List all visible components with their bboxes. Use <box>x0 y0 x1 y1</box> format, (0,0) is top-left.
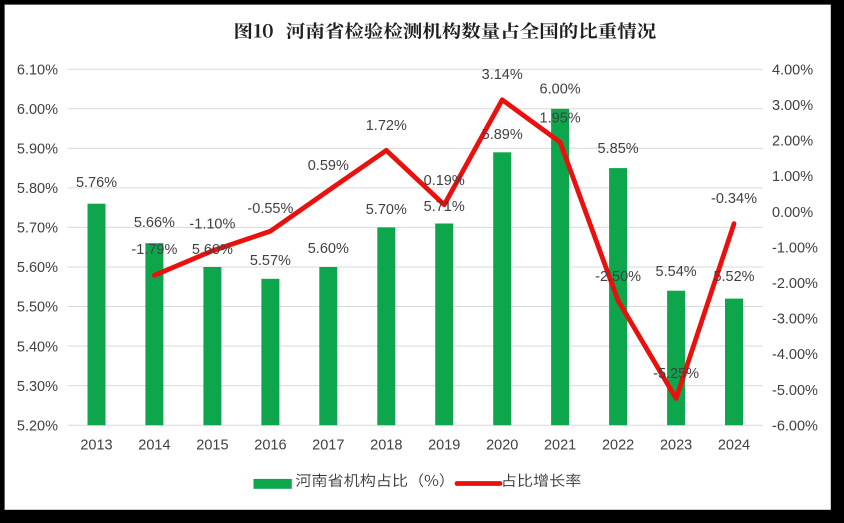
svg-text:-1.00%: -1.00% <box>772 240 818 256</box>
svg-text:2018: 2018 <box>370 438 402 454</box>
svg-text:6.00%: 6.00% <box>540 81 581 97</box>
svg-text:2017: 2017 <box>312 438 344 454</box>
svg-text:5.20%: 5.20% <box>17 418 58 434</box>
svg-text:0.59%: 0.59% <box>308 158 349 174</box>
svg-text:-6.00%: -6.00% <box>772 418 818 434</box>
svg-text:5.85%: 5.85% <box>598 141 639 157</box>
svg-text:-1.79%: -1.79% <box>131 242 177 258</box>
svg-text:2016: 2016 <box>254 438 286 454</box>
svg-text:0.00%: 0.00% <box>772 205 813 221</box>
svg-text:5.54%: 5.54% <box>656 264 697 280</box>
svg-text:5.70%: 5.70% <box>366 202 407 218</box>
svg-text:1.00%: 1.00% <box>772 169 813 185</box>
svg-text:3.00%: 3.00% <box>772 98 813 114</box>
svg-text:2020: 2020 <box>486 438 518 454</box>
svg-text:6.00%: 6.00% <box>17 102 58 118</box>
svg-text:5.71%: 5.71% <box>424 199 465 215</box>
svg-text:5.89%: 5.89% <box>482 127 523 143</box>
svg-text:-4.00%: -4.00% <box>772 347 818 363</box>
svg-text:-2.00%: -2.00% <box>772 276 818 292</box>
svg-text:-3.00%: -3.00% <box>772 312 818 328</box>
svg-text:-5.00%: -5.00% <box>772 383 818 399</box>
svg-text:5.76%: 5.76% <box>76 175 117 191</box>
svg-text:-1.10%: -1.10% <box>189 217 235 233</box>
svg-text:-2.50%: -2.50% <box>595 269 641 285</box>
svg-text:5.40%: 5.40% <box>17 339 58 355</box>
svg-text:1.95%: 1.95% <box>540 110 581 126</box>
svg-text:2023: 2023 <box>660 438 692 454</box>
svg-text:5.30%: 5.30% <box>17 379 58 395</box>
svg-text:6.10%: 6.10% <box>17 62 58 78</box>
svg-text:0.19%: 0.19% <box>424 173 465 189</box>
svg-text:2022: 2022 <box>602 438 634 454</box>
svg-text:-0.34%: -0.34% <box>711 191 757 207</box>
svg-text:5.52%: 5.52% <box>713 269 754 285</box>
svg-text:5.90%: 5.90% <box>17 142 58 158</box>
svg-text:5.70%: 5.70% <box>17 221 58 237</box>
svg-text:4.00%: 4.00% <box>772 62 813 78</box>
svg-text:5.80%: 5.80% <box>17 181 58 197</box>
svg-text:5.60%: 5.60% <box>17 260 58 276</box>
svg-text:-5.25%: -5.25% <box>653 366 699 382</box>
svg-text:2013: 2013 <box>80 438 112 454</box>
svg-text:5.57%: 5.57% <box>250 253 291 269</box>
svg-text:2019: 2019 <box>428 438 460 454</box>
svg-text:1.72%: 1.72% <box>366 118 407 134</box>
svg-text:5.50%: 5.50% <box>17 300 58 316</box>
svg-text:2015: 2015 <box>196 438 228 454</box>
svg-text:5.60%: 5.60% <box>192 242 233 258</box>
svg-text:5.60%: 5.60% <box>308 241 349 257</box>
svg-text:2014: 2014 <box>138 438 170 454</box>
svg-text:5.66%: 5.66% <box>134 215 175 231</box>
svg-text:-0.55%: -0.55% <box>247 201 293 217</box>
svg-text:2024: 2024 <box>718 438 750 454</box>
svg-text:2.00%: 2.00% <box>772 134 813 150</box>
svg-text:3.14%: 3.14% <box>482 67 523 83</box>
svg-text:2021: 2021 <box>544 438 576 454</box>
